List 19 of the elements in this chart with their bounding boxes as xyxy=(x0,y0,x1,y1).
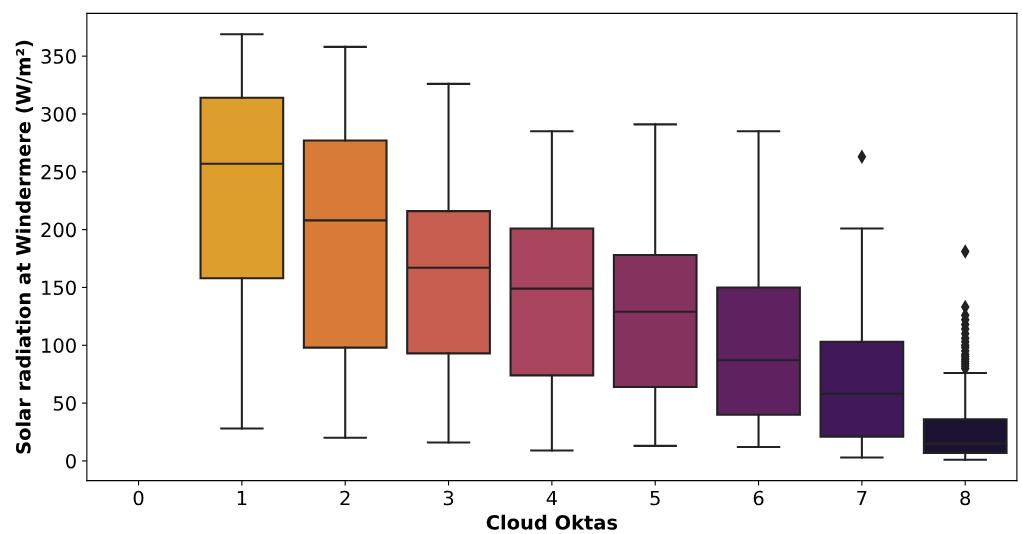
x-tick-label: 8 xyxy=(960,490,971,506)
y-tick-label: 50 xyxy=(53,396,76,411)
y-tick-label: 0 xyxy=(66,453,76,469)
y-tick-label: 100 xyxy=(42,338,76,353)
x-tick-label: 0 xyxy=(133,490,144,506)
x-tick-label: 2 xyxy=(340,490,350,506)
x-axis-title: Cloud Oktas xyxy=(486,514,618,530)
y-tick-label: 350 xyxy=(41,49,76,64)
x-tick-label: 4 xyxy=(546,490,557,506)
y-tick-label: 150 xyxy=(42,280,76,296)
y-tick-label: 250 xyxy=(41,164,76,180)
x-tick-label: 5 xyxy=(650,490,660,506)
x-tick-label: 1 xyxy=(237,490,247,506)
x-tick-label: 3 xyxy=(443,490,454,506)
y-axis-title: Solar radiation at Windermere (W/m²) xyxy=(15,40,33,454)
y-tick-label: 200 xyxy=(41,222,76,238)
x-tick-label: 7 xyxy=(857,490,867,506)
y-tick-label: 300 xyxy=(41,106,76,122)
x-tick-label: 6 xyxy=(753,490,764,506)
